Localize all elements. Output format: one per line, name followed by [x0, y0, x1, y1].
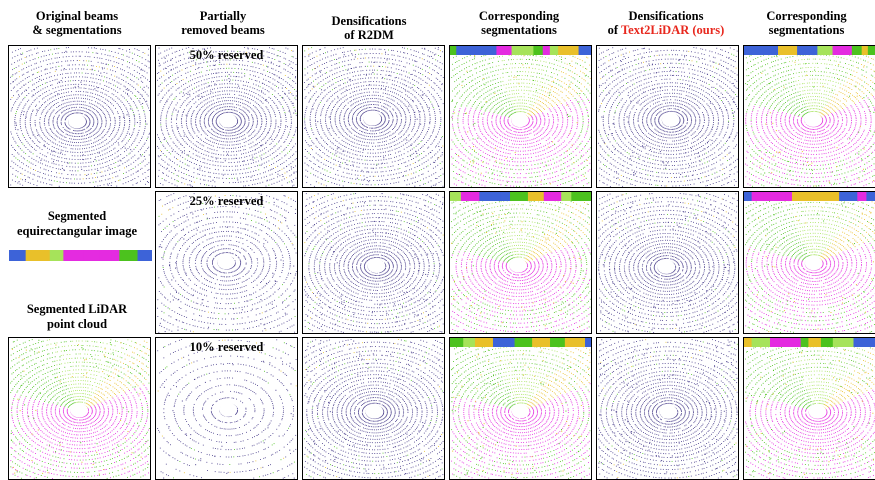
- equirect-seg-strip: [450, 338, 591, 347]
- panel-r3-c3: [302, 337, 445, 480]
- panel-r1-c2: 50% reserved: [155, 45, 298, 188]
- caption-pointcloud: Segmented LiDAR point cloud: [4, 302, 150, 332]
- point-cloud-render: [156, 338, 297, 479]
- point-cloud-render: [744, 338, 875, 479]
- panel-r2-c4: [449, 191, 592, 334]
- header-r2dm: Densifications of R2DM: [298, 14, 440, 42]
- point-cloud-render: [9, 338, 150, 479]
- equirect-strip: [9, 250, 152, 261]
- header-seg-text2lidar: Corresponding segmentations: [738, 9, 875, 37]
- equirect-seg-strip: [450, 46, 591, 55]
- equirect-seg-strip: [744, 46, 875, 55]
- caption-equirect: Segmented equirectangular image: [4, 209, 150, 239]
- equirect-seg-strip: [744, 192, 875, 201]
- header-seg-r2dm: Corresponding segmentations: [446, 9, 592, 37]
- panel-r3-c6: [743, 337, 875, 480]
- panel-r1-c1: [8, 45, 151, 188]
- point-cloud-render: [450, 46, 591, 187]
- point-cloud-render: [156, 46, 297, 187]
- reserved-label: 10% reserved: [156, 340, 297, 355]
- panel-r2-c5: [596, 191, 739, 334]
- panel-r2-c3: [302, 191, 445, 334]
- point-cloud-render: [597, 192, 738, 333]
- point-cloud-render: [156, 192, 297, 333]
- equirect-seg-strip: [450, 192, 591, 201]
- reserved-label: 50% reserved: [156, 48, 297, 63]
- point-cloud-render: [597, 338, 738, 479]
- panel-r3-c2: 10% reserved: [155, 337, 298, 480]
- panel-r3-c1: [8, 337, 151, 480]
- panel-r1-c4: [449, 45, 592, 188]
- header-partial: Partially removed beams: [153, 9, 293, 37]
- point-cloud-render: [744, 192, 875, 333]
- panel-r3-c4: [449, 337, 592, 480]
- panel-r3-c5: [596, 337, 739, 480]
- point-cloud-render: [303, 192, 444, 333]
- header-original: Original beams & segmentations: [4, 9, 150, 37]
- point-cloud-render: [597, 46, 738, 187]
- equirect-seg-strip: [744, 338, 875, 347]
- point-cloud-render: [9, 46, 150, 187]
- method-name-highlight: Text2LiDAR (ours): [621, 23, 724, 37]
- panel-r1-c3: [302, 45, 445, 188]
- panel-r1-c5: [596, 45, 739, 188]
- point-cloud-render: [450, 338, 591, 479]
- panel-r2-c6: [743, 191, 875, 334]
- reserved-label: 25% reserved: [156, 194, 297, 209]
- panel-r1-c6: [743, 45, 875, 188]
- point-cloud-render: [450, 192, 591, 333]
- point-cloud-render: [303, 46, 444, 187]
- point-cloud-render: [303, 338, 444, 479]
- panel-r2-c2: 25% reserved: [155, 191, 298, 334]
- header-text2lidar: Densifications of Text2LiDAR (ours): [593, 9, 739, 37]
- point-cloud-render: [744, 46, 875, 187]
